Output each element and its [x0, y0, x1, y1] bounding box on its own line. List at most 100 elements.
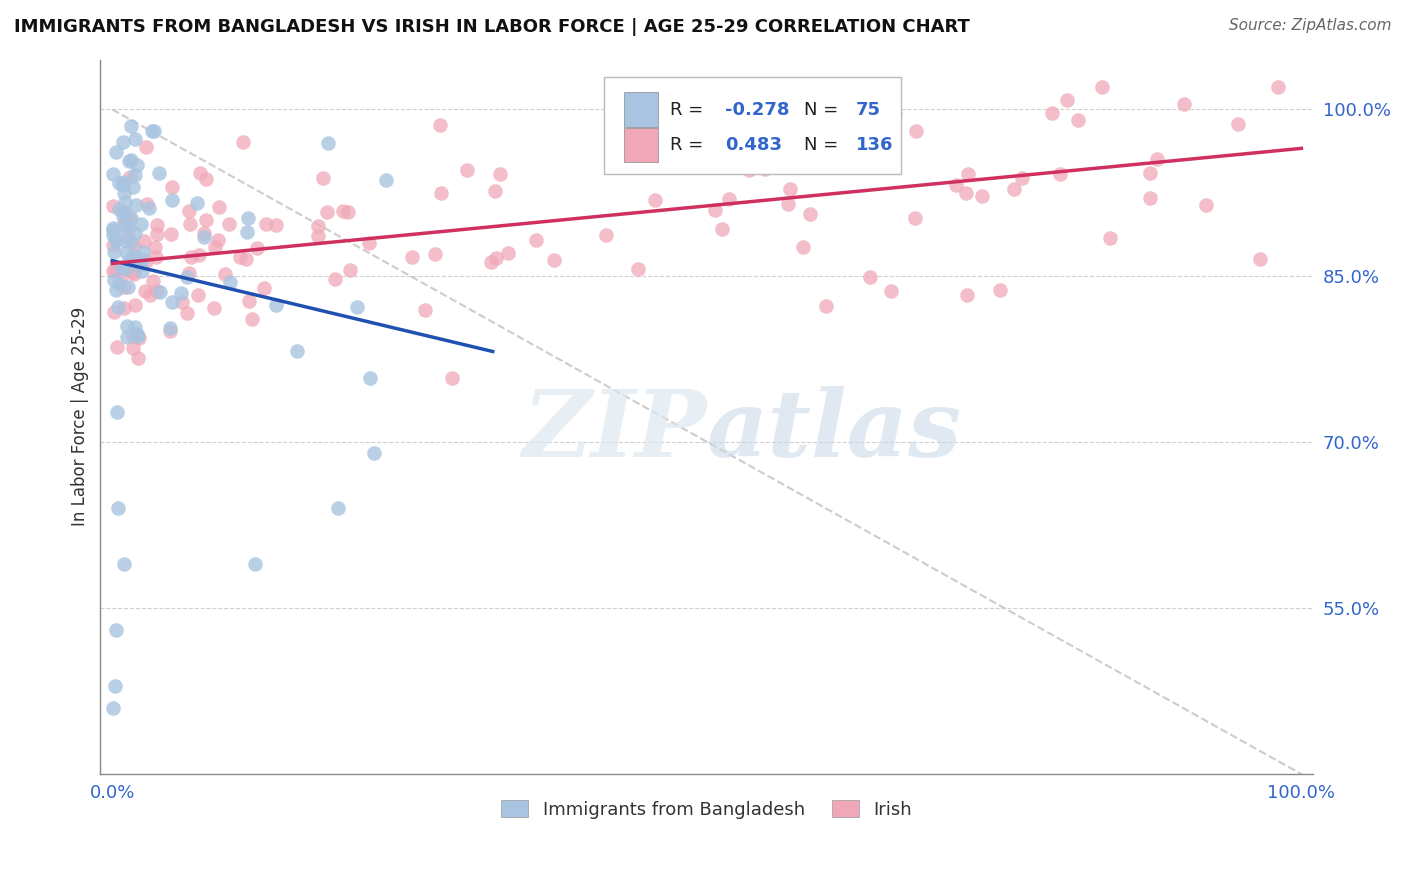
Point: [107, 501, 129, 516]
Text: N =: N =: [804, 136, 844, 154]
Point: [972, 188, 994, 202]
Point: [1194, 198, 1216, 212]
Point: [704, 203, 727, 218]
Point: [955, 186, 977, 200]
Point: [312, 171, 335, 186]
Point: [363, 446, 385, 460]
Point: [1146, 152, 1168, 166]
Point: [799, 207, 821, 221]
Point: [103, 223, 125, 237]
Point: [232, 136, 254, 150]
Point: [243, 557, 266, 571]
Point: [111, 135, 134, 149]
Point: [332, 203, 354, 218]
Point: [956, 167, 979, 181]
Text: atlas: atlas: [707, 386, 962, 476]
Point: [193, 229, 215, 244]
Point: [179, 218, 201, 232]
Point: [627, 261, 650, 276]
Point: [524, 234, 547, 248]
Point: [859, 270, 882, 285]
Point: [108, 277, 131, 291]
Point: [763, 159, 786, 173]
Point: [323, 272, 346, 286]
Point: [778, 147, 800, 161]
Point: [127, 351, 149, 365]
Point: [238, 294, 260, 309]
Point: [112, 175, 135, 189]
Point: [1002, 182, 1025, 196]
Point: [285, 344, 308, 359]
Y-axis label: In Labor Force | Age 25-29: In Labor Force | Age 25-29: [72, 307, 89, 526]
Point: [114, 195, 136, 210]
Point: [489, 167, 512, 181]
Text: Source: ZipAtlas.com: Source: ZipAtlas.com: [1229, 18, 1392, 33]
Point: [112, 210, 135, 224]
Point: [357, 235, 380, 250]
Point: [1040, 105, 1063, 120]
Point: [125, 326, 148, 341]
Point: [143, 123, 166, 137]
Point: [114, 234, 136, 248]
Point: [122, 267, 145, 281]
Point: [120, 169, 142, 184]
FancyBboxPatch shape: [624, 128, 658, 162]
Point: [359, 371, 381, 385]
Point: [115, 244, 138, 259]
Point: [124, 168, 146, 182]
Point: [485, 251, 508, 265]
Point: [229, 250, 252, 264]
Point: [782, 145, 804, 159]
Point: [132, 235, 155, 249]
Point: [135, 140, 157, 154]
Point: [159, 325, 181, 339]
Point: [815, 299, 838, 313]
Point: [179, 266, 201, 280]
Point: [316, 205, 339, 219]
Point: [120, 211, 142, 225]
Point: [129, 259, 152, 273]
Point: [1226, 117, 1249, 131]
Point: [120, 120, 142, 134]
Point: [104, 233, 127, 247]
Point: [1098, 231, 1121, 245]
Point: [264, 218, 287, 232]
Point: [754, 162, 776, 177]
Point: [117, 318, 139, 333]
Point: [738, 163, 761, 178]
Point: [142, 274, 165, 288]
Point: [170, 285, 193, 300]
Point: [264, 298, 287, 312]
Point: [1139, 191, 1161, 205]
Point: [104, 233, 127, 247]
Point: [128, 331, 150, 345]
Point: [644, 193, 666, 207]
Point: [851, 155, 873, 169]
Point: [484, 184, 506, 198]
Point: [904, 124, 927, 138]
Point: [778, 197, 800, 211]
Point: [108, 176, 131, 190]
Point: [718, 192, 741, 206]
Point: [112, 557, 135, 571]
Point: [219, 275, 242, 289]
Point: [481, 255, 503, 269]
Point: [955, 288, 977, 302]
Point: [1267, 80, 1289, 95]
Point: [328, 501, 350, 516]
Point: [117, 228, 139, 243]
Point: [1056, 93, 1078, 107]
Point: [792, 240, 814, 254]
Point: [307, 219, 329, 234]
Point: [131, 252, 153, 267]
Point: [104, 231, 127, 245]
Point: [141, 124, 163, 138]
Point: [869, 80, 891, 95]
Point: [159, 321, 181, 335]
Point: [145, 227, 167, 241]
Point: [118, 253, 141, 268]
Point: [124, 198, 146, 212]
Point: [124, 250, 146, 264]
Point: [779, 182, 801, 196]
Point: [1139, 166, 1161, 180]
